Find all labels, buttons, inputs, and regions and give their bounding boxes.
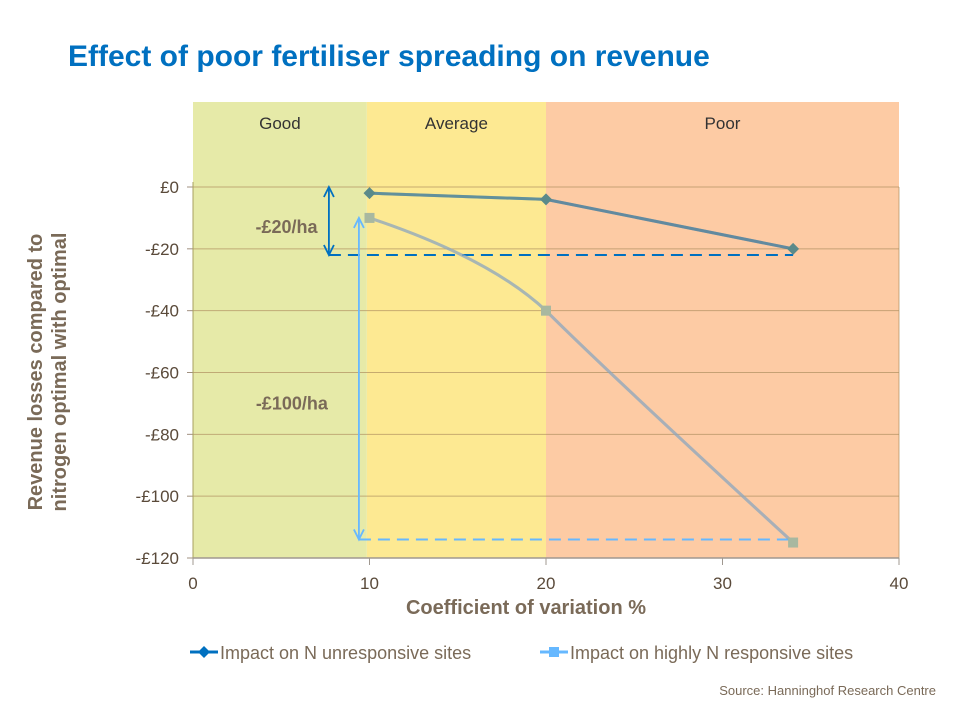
data-point [541, 305, 551, 316]
band-label: Good [259, 114, 301, 133]
x-tick-label: 20 [537, 574, 556, 593]
data-point [540, 193, 552, 206]
legend-label: Impact on N unresponsive sites [220, 643, 471, 663]
annotation-label: -£100/ha [256, 393, 329, 413]
annotation-label: -£20/ha [256, 217, 319, 237]
band-average [366, 102, 546, 558]
x-tick-label: 0 [188, 574, 197, 593]
x-tick-label: 40 [890, 574, 909, 593]
y-tick-label: -£40 [145, 302, 179, 321]
arrow-heads [353, 215, 365, 542]
data-point [363, 187, 376, 200]
data-point [364, 212, 375, 223]
legend-marker [549, 647, 559, 657]
y-tick-label: -£120 [136, 549, 179, 568]
data-point [788, 537, 799, 548]
chart-title: Effect of poor fertiliser spreading on r… [68, 40, 710, 73]
band-poor [546, 102, 899, 558]
legend-marker [198, 646, 210, 658]
band-good [193, 102, 367, 558]
x-tick-label: 30 [713, 574, 732, 593]
arrow-heads [323, 184, 335, 258]
band-label: Average [425, 114, 488, 133]
y-tick-label: -£100 [136, 487, 179, 506]
y-tick-label: -£60 [145, 364, 179, 383]
legend-label: Impact on highly N responsive sites [570, 643, 853, 663]
series-line-shade [369, 216, 795, 544]
source-note: Source: Hanninghof Research Centre [719, 683, 936, 698]
y-axis-label: Revenue losses compared to nitrogen optim… [25, 233, 71, 512]
band-label: Poor [705, 114, 741, 133]
y-tick-label: -£20 [145, 240, 179, 259]
y-tick-label: -£80 [145, 425, 179, 444]
y-tick-label: £0 [160, 178, 179, 197]
x-axis-label: Coefficient of variation % [406, 597, 646, 619]
x-tick-label: 10 [360, 574, 379, 593]
data-point [787, 242, 800, 255]
